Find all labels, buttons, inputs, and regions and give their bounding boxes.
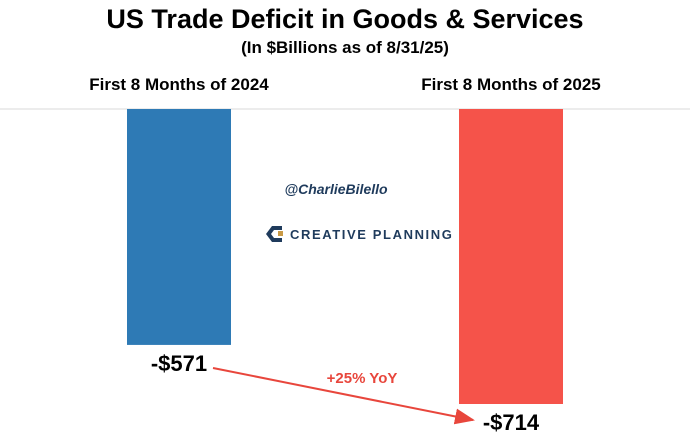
- category-label-2025: First 8 Months of 2025: [421, 75, 600, 94]
- category-label-2024: First 8 Months of 2024: [89, 75, 269, 94]
- chart-title: US Trade Deficit in Goods & Services: [106, 4, 584, 34]
- yoy-annotation: +25% YoY: [327, 370, 398, 387]
- watermark-brand: CREATIVE PLANNING: [290, 227, 453, 242]
- value-label-2025: -$714: [483, 410, 540, 435]
- bar-2024: [127, 109, 231, 345]
- value-label-2024: -$571: [151, 351, 207, 376]
- chart-subtitle: (In $Billions as of 8/31/25): [241, 38, 449, 57]
- yoy-arrow: [212, 367, 475, 425]
- watermark-handle: @CharlieBilello: [284, 181, 388, 197]
- creative-planning-logo-icon: [266, 226, 283, 242]
- bar-2025: [459, 109, 563, 404]
